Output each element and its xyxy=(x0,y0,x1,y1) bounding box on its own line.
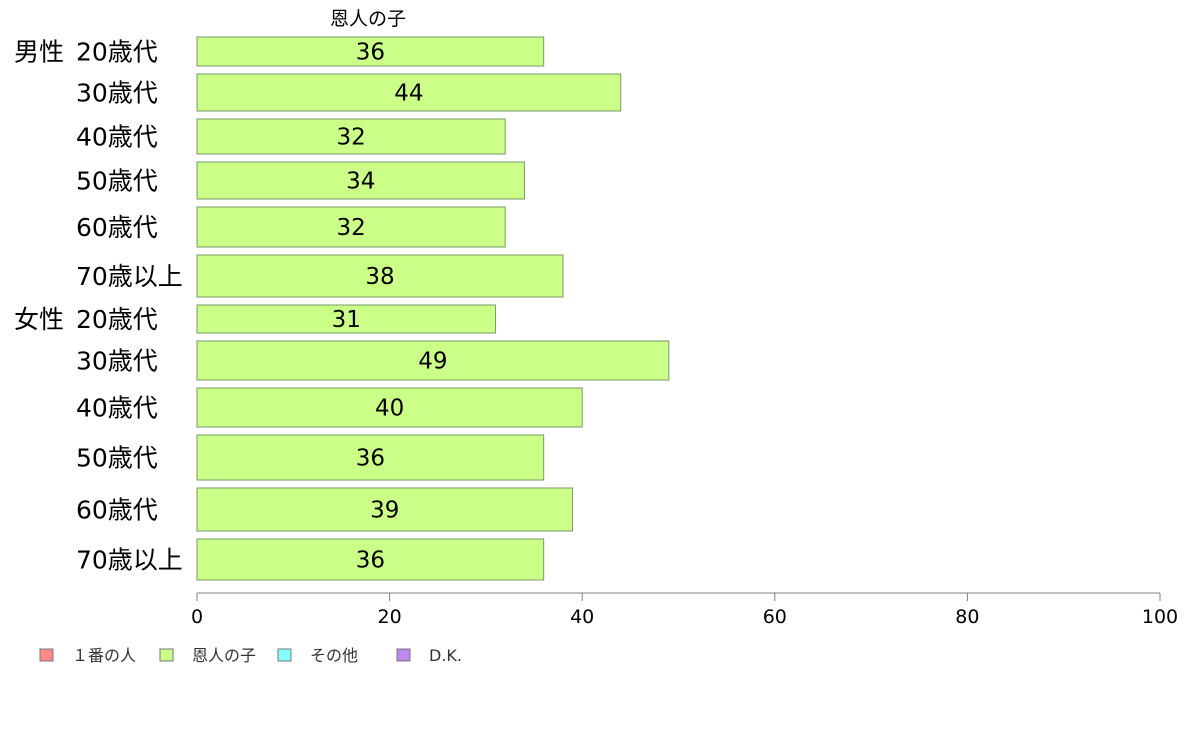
x-tick-label: 60 xyxy=(763,606,787,628)
legend-label: その他 xyxy=(310,646,358,665)
bar-value-label: 36 xyxy=(356,548,385,574)
legend-swatch xyxy=(39,648,54,662)
bar-value-label: 44 xyxy=(394,81,423,107)
legend-swatch xyxy=(159,648,174,662)
bar-value-label: 40 xyxy=(375,396,404,422)
bar xyxy=(196,36,545,67)
x-tick-label: 100 xyxy=(1142,606,1178,628)
bar-value-label: 36 xyxy=(356,40,385,66)
legend-swatch xyxy=(277,648,292,662)
legend: １番の人 恩人の子 その他 D.K. xyxy=(39,646,462,665)
bar-value-label: 39 xyxy=(370,498,399,524)
legend-swatch xyxy=(396,648,411,662)
bar xyxy=(196,538,545,581)
x-tick-label: 0 xyxy=(191,606,203,628)
category-label: 60歳代 xyxy=(76,496,158,525)
bar-value-label: 32 xyxy=(336,215,365,241)
category-label: 20歳代 xyxy=(76,38,158,67)
bar-value-label: 38 xyxy=(365,264,394,290)
series-title: 恩人の子 xyxy=(330,8,406,30)
category-label: 70歳以上 xyxy=(76,546,183,575)
group-label: 男性 xyxy=(14,38,64,67)
category-label: 30歳代 xyxy=(76,79,158,108)
legend-label: D.K. xyxy=(429,646,462,665)
bar xyxy=(196,118,506,155)
category-label: 40歳代 xyxy=(76,123,158,152)
bar-value-label: 32 xyxy=(336,125,365,151)
category-label: 50歳代 xyxy=(76,444,158,473)
legend-label: １番の人 xyxy=(72,646,136,665)
x-tick-label: 40 xyxy=(570,606,594,628)
category-label: 40歳代 xyxy=(76,394,158,423)
bar xyxy=(196,434,545,481)
bar xyxy=(196,254,564,298)
legend-label: 恩人の子 xyxy=(192,646,256,665)
category-label: 70歳以上 xyxy=(76,262,183,291)
bar xyxy=(196,487,574,532)
category-label: 60歳代 xyxy=(76,213,158,242)
bar xyxy=(196,73,622,112)
bar xyxy=(196,304,497,334)
bar-value-label: 34 xyxy=(346,169,375,195)
bar-value-label: 36 xyxy=(356,446,385,472)
category-label: 30歳代 xyxy=(76,347,158,376)
category-label: 20歳代 xyxy=(76,305,158,334)
bar xyxy=(196,340,670,381)
bar-value-label: 31 xyxy=(332,307,361,333)
category-labels-group: 20歳代 30歳代 40歳代 50歳代 60歳代 70歳以上 20歳代 30歳代 40歳代 50歳… xyxy=(14,38,183,575)
group-label: 女性 xyxy=(14,305,64,334)
x-tick-label: 80 xyxy=(955,606,979,628)
x-tick-label: 20 xyxy=(378,606,402,628)
bar xyxy=(196,387,583,428)
bar xyxy=(196,206,506,248)
bar xyxy=(196,161,525,200)
x-axis: 0 20 40 60 80 100 xyxy=(191,592,1178,628)
category-label: 50歳代 xyxy=(76,167,158,196)
bar-value-label: 49 xyxy=(418,349,447,375)
